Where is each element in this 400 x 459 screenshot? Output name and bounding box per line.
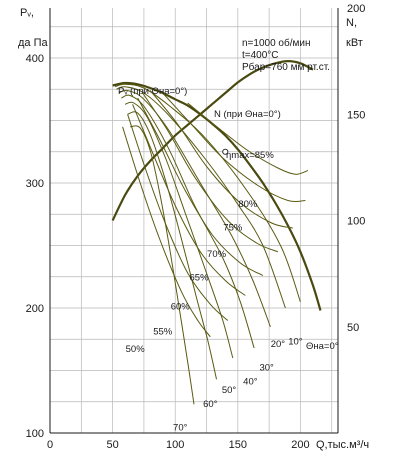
series-line-65 [137, 97, 264, 276]
series-line-pv-60 [127, 111, 217, 380]
y-axis-title-line2: да Па [18, 37, 48, 49]
pv-main-label: Pᵥ (при Θна=0°) [118, 86, 187, 97]
y-tick-label: 400 [26, 53, 44, 65]
y2-axis-title-line2: кВт [346, 37, 363, 49]
series-line-n-0 [111, 59, 314, 221]
y2-axis-title-line1: N, [346, 17, 357, 29]
blade-angle-label: 40° [243, 376, 258, 387]
blade-angle-label: 50° [222, 385, 237, 396]
series-line-80 [162, 92, 306, 203]
theta-zero-label: Θна=0° [306, 341, 339, 352]
series-line-60 [132, 104, 246, 296]
chart-note: t=400°C [242, 50, 279, 61]
y2-tick-label: 50 [347, 322, 359, 334]
axis-layer [49, 8, 339, 434]
y-tick-label: 300 [26, 178, 44, 190]
y-tick-label: 100 [26, 428, 44, 440]
efficiency-label: 70% [207, 249, 227, 260]
eta-max-label: ηmax=85% [226, 150, 274, 161]
efficiency-label: 60% [171, 301, 191, 312]
grid-layer [50, 8, 338, 433]
series-line-70 [142, 92, 279, 253]
blade-angle-label: 10° [288, 336, 303, 347]
series-line-50 [122, 126, 211, 338]
eta-max-point [222, 148, 229, 155]
series-line-pv-20 [116, 86, 286, 309]
series-line-pv-30 [118, 89, 271, 327]
series-line-pv-50 [124, 101, 234, 359]
curve-layer [111, 59, 322, 405]
series-line-85 [187, 102, 309, 175]
y2-tick-label: 150 [347, 109, 365, 121]
efficiency-label: 65% [190, 273, 210, 284]
efficiency-label: 80% [238, 199, 258, 210]
series-line-55 [127, 114, 229, 321]
blade-angle-label: 60° [203, 399, 218, 410]
chart-note: Pбар=760 мм рт.ст. [242, 61, 330, 73]
y2-tick-label: 100 [347, 216, 365, 228]
x-tick-label: 200 [291, 439, 309, 451]
series-line-pv-40 [121, 94, 255, 349]
blade-angle-label: 70° [173, 423, 188, 434]
y2-tick-label: 200 [347, 3, 365, 15]
efficiency-label: 50% [126, 344, 146, 355]
x-axis-title: Q,тыс.м³/ч [316, 439, 369, 451]
x-tick-label: 100 [166, 439, 184, 451]
series-line-75 [149, 90, 294, 229]
x-tick-label: 0 [47, 439, 53, 451]
x-tick-label: 150 [229, 439, 247, 451]
x-tick-label: 50 [106, 439, 118, 451]
blade-angle-label: 30° [259, 363, 274, 374]
efficiency-label: 75% [223, 223, 243, 234]
y-axis-title-line1: Pᵥ, [20, 7, 34, 19]
y-tick-label: 200 [26, 303, 44, 315]
blade-angle-label: 20° [271, 339, 286, 350]
efficiency-label: 55% [153, 326, 173, 337]
n-main-label: N (при Θна=0°) [214, 109, 281, 120]
chart-note: n=1000 об/мин [242, 37, 310, 49]
label-layer: 0 50 100 150 200 100 200 300 400 50 100 150 200 Pᵥ, да… [18, 3, 369, 451]
